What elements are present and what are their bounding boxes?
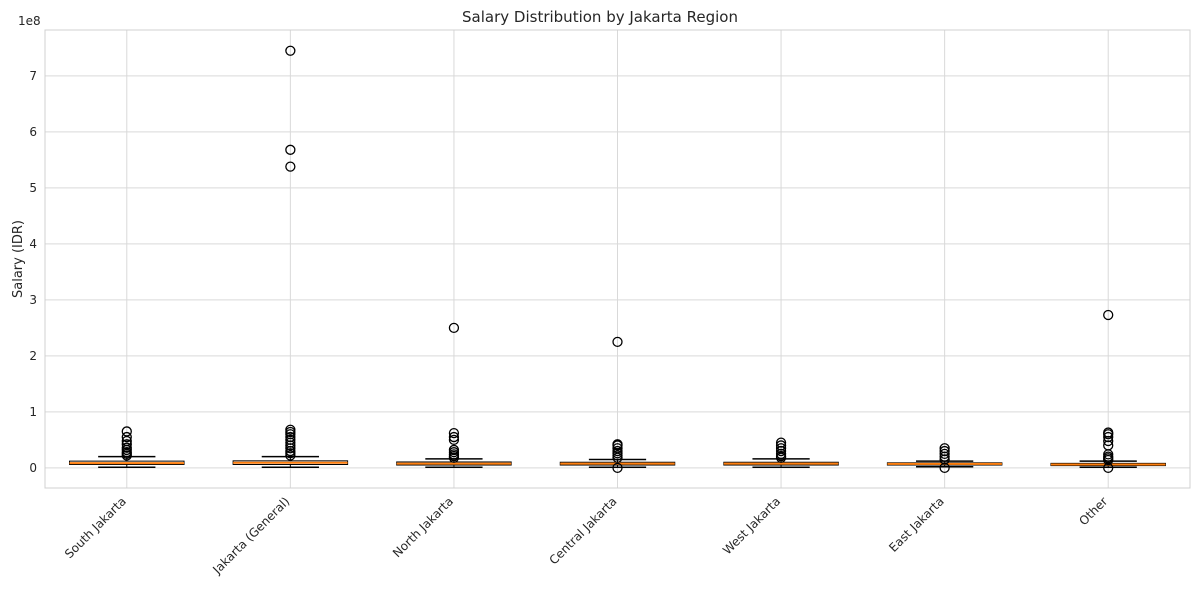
box-3 <box>559 336 676 473</box>
outlier-point <box>775 437 787 448</box>
outlier-point <box>121 426 132 437</box>
outlier-point <box>285 161 296 172</box>
x-tick-label: North Jakarta <box>390 494 456 560</box>
outlier-point <box>1103 431 1114 443</box>
outlier-point <box>285 424 296 435</box>
x-tick-label: East Jakarta <box>886 494 947 555</box>
x-tick-label: Jakarta (General) <box>209 494 292 577</box>
box-1 <box>232 45 349 469</box>
y-tick-label: 7 <box>29 69 37 83</box>
outlier-point <box>121 442 132 453</box>
outlier-point <box>285 144 296 155</box>
y-tick-label: 1 <box>29 405 37 419</box>
box-4 <box>723 437 839 469</box>
outlier-point <box>448 427 460 439</box>
x-tick-label: Other <box>1076 494 1110 528</box>
outlier-point <box>448 431 460 443</box>
outlier-point <box>775 443 787 454</box>
plot-frame <box>44 29 1191 489</box>
outlier-point <box>121 431 132 443</box>
y-tick-label: 4 <box>29 237 37 251</box>
outlier-point <box>448 322 460 334</box>
box-0 <box>69 426 185 469</box>
outlier-point <box>121 439 132 450</box>
y-tick-label: 5 <box>29 181 37 195</box>
box-5 <box>886 443 1003 473</box>
y-axis-label: Salary (IDR) <box>11 220 26 298</box>
outlier-point <box>1103 309 1114 321</box>
outlier-point <box>448 444 460 456</box>
outlier-point <box>612 443 623 454</box>
outlier-point <box>1103 427 1114 438</box>
outlier-point <box>285 434 296 445</box>
chart-title: Salary Distribution by Jakarta Region <box>462 8 738 26</box>
y-tick-label: 6 <box>29 125 37 139</box>
outlier-point <box>285 45 296 56</box>
box-2 <box>396 322 512 469</box>
x-tick-label: South Jakarta <box>62 494 129 561</box>
outlier-point <box>939 443 950 454</box>
outlier-point <box>939 445 950 457</box>
x-tick-label: West Jakarta <box>720 494 783 557</box>
outlier-point <box>285 431 296 443</box>
outlier-point <box>775 440 787 451</box>
outlier-point <box>939 448 950 459</box>
outlier-point <box>448 434 460 445</box>
outlier-point <box>612 445 623 457</box>
y-tick-label: 3 <box>29 293 37 307</box>
y-offset-label: 1e8 <box>18 14 41 28</box>
x-tick-label: Central Jakarta <box>546 494 619 567</box>
y-tick-label: 0 <box>29 461 37 475</box>
outlier-point <box>612 336 623 348</box>
y-tick-label: 2 <box>29 349 37 363</box>
outlier-point <box>612 462 623 473</box>
outlier-point <box>612 439 623 450</box>
box-6 <box>1050 309 1166 473</box>
